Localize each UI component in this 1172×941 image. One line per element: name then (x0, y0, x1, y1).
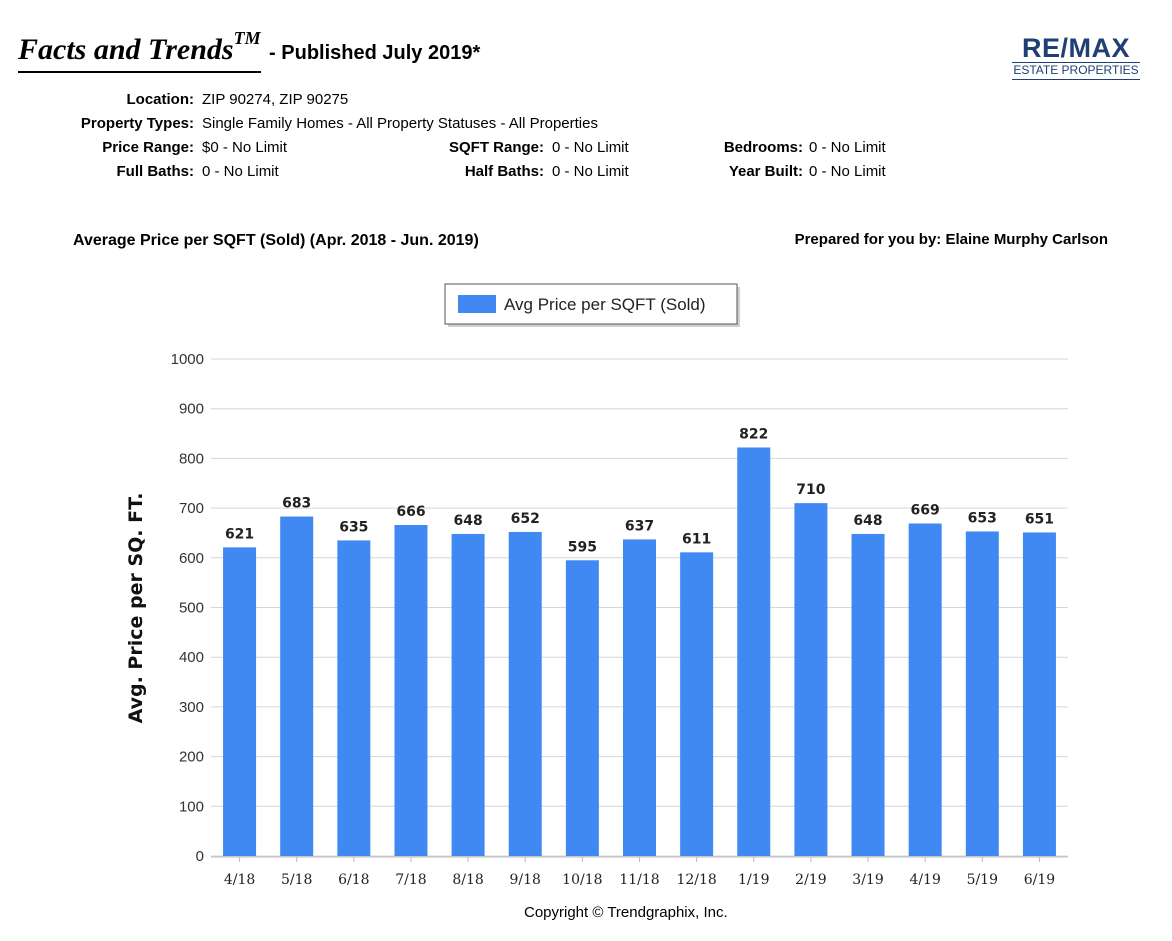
bar (737, 447, 771, 856)
y-tick-label: 200 (179, 749, 204, 766)
x-tick-label: 9/18 (510, 872, 541, 888)
bar (851, 533, 885, 856)
brand-title: Facts and TrendsTM (18, 28, 261, 73)
bar-data-label: 595 (568, 539, 597, 555)
x-tick-label: 3/19 (852, 872, 883, 888)
bar-data-label: 653 (968, 510, 997, 526)
y-tick-label: 700 (179, 500, 204, 517)
legend-label: Avg Price per SQFT (Sold) (504, 295, 706, 314)
bar (1022, 532, 1056, 856)
half-baths-value: 0 - No Limit (552, 163, 629, 180)
y-tick-label: 900 (179, 401, 204, 418)
y-tick-label: 300 (179, 699, 204, 716)
bedrooms-value: 0 - No Limit (809, 139, 886, 156)
location-label: Location: (126, 91, 195, 108)
x-tick-label: 5/19 (967, 872, 998, 888)
logo-sub-text: ESTATE PROPERTIES (1012, 62, 1140, 80)
y-tick-label: 100 (179, 798, 204, 815)
x-tick-label: 10/18 (562, 872, 602, 888)
property-types-label: Property Types: (80, 115, 194, 132)
y-tick-label: 600 (179, 550, 204, 567)
bar-data-label: 648 (453, 513, 482, 529)
x-tick-label: 11/18 (619, 872, 659, 888)
trademark-mark: TM (233, 28, 261, 48)
y-axis-title: Avg. Price per SQ. FT. (125, 493, 147, 724)
location-value: ZIP 90274, ZIP 90275 (202, 91, 349, 108)
bar-data-label: 652 (511, 511, 540, 527)
logo-main-text: RE/MAX (1021, 33, 1130, 63)
y-tick-label: 800 (179, 450, 204, 467)
bar-data-label: 611 (682, 531, 711, 547)
x-tick-label: 2/19 (795, 872, 826, 888)
x-tick-label: 7/18 (395, 872, 426, 888)
half-baths-label: Half Baths: (464, 163, 544, 180)
copyright-text: Copyright © Trendgraphix, Inc. (524, 904, 728, 921)
report-title: Facts and TrendsTM - Published July 2019… (18, 28, 481, 73)
bar (965, 531, 999, 856)
price-range-label: Price Range: (102, 139, 194, 156)
bar-data-label: 621 (225, 526, 254, 542)
x-tick-label: 6/18 (338, 872, 369, 888)
chart-heading: Average Price per SQFT (Sold) (Apr. 2018… (73, 232, 479, 249)
bar (223, 547, 257, 856)
bar (337, 540, 371, 856)
bar (623, 539, 656, 856)
bar-data-label: 635 (339, 519, 368, 535)
full-baths-label: Full Baths: (116, 163, 195, 180)
remax-logo: RE/MAX ESTATE PROPERTIES (1012, 34, 1140, 80)
y-tick-label: 1000 (171, 351, 204, 368)
year-built-value: 0 - No Limit (809, 163, 886, 180)
bedrooms-label: Bedrooms: (723, 139, 803, 156)
y-tick-label: 500 (179, 600, 204, 617)
year-built-label: Year Built: (728, 163, 803, 180)
x-tick-label: 5/18 (281, 872, 312, 888)
bar (280, 516, 314, 856)
bar-data-label: 648 (853, 513, 882, 529)
x-tick-label: 1/19 (738, 872, 769, 888)
bar (451, 533, 485, 856)
x-tick-label: 4/18 (224, 872, 255, 888)
y-tick-label: 400 (179, 649, 204, 666)
bar (794, 503, 828, 856)
bar-data-label: 683 (282, 496, 311, 512)
bar-data-label: 669 (911, 503, 940, 519)
bar-data-label: 666 (396, 504, 425, 520)
bar-data-label: 822 (739, 426, 768, 442)
bar (394, 524, 428, 856)
property-types-value: Single Family Homes - All Property Statu… (202, 115, 598, 132)
bar (508, 531, 542, 856)
sqft-range-value: 0 - No Limit (552, 139, 629, 156)
x-tick-label: 12/18 (676, 872, 716, 888)
bar (565, 560, 599, 856)
legend-swatch (458, 295, 496, 313)
y-tick-label: 0 (196, 848, 204, 865)
x-tick-label: 8/18 (452, 872, 483, 888)
x-tick-label: 6/19 (1024, 872, 1055, 888)
price-range-value: $0 - No Limit (202, 139, 288, 156)
sqft-range-label: SQFT Range: (448, 139, 544, 156)
x-tick-label: 4/19 (909, 872, 940, 888)
bar-data-label: 651 (1025, 511, 1054, 527)
prepared-by: Prepared for you by: Elaine Murphy Carls… (794, 231, 1108, 248)
bar-data-label: 710 (796, 482, 825, 498)
bar (908, 523, 942, 856)
bar-data-label: 637 (625, 518, 654, 534)
published-date: - Published July 2019* (269, 42, 481, 64)
bar (680, 552, 714, 856)
full-baths-value: 0 - No Limit (202, 163, 279, 180)
